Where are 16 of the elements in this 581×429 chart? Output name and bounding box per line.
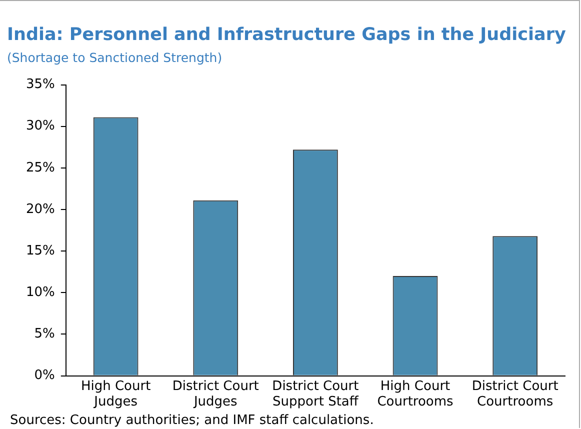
chart-subtitle: (Shortage to Sanctioned Strength) — [7, 50, 222, 65]
y-tick-label: 10% — [26, 285, 55, 300]
y-tick-label: 15% — [26, 243, 55, 258]
x-tick-label: District Court Judges — [172, 378, 259, 410]
x-tick-label: High Court Judges — [80, 378, 151, 410]
x-tick-label: District Court Courtrooms — [472, 378, 558, 410]
y-tick-label: 35% — [26, 77, 55, 92]
y-tick-label: 25% — [26, 160, 55, 176]
y-tick-label: 20% — [26, 202, 55, 217]
x-tick-label: District Court Support Staff — [272, 378, 360, 410]
chart-title: India: Personnel and Infrastructure Gaps in the Judiciary — [7, 25, 566, 45]
y-tick-label: 30% — [26, 118, 55, 134]
y-tick-label: 0% — [34, 368, 55, 384]
y-tick-label: 5% — [34, 326, 55, 342]
source-note: Sources: Country authorities; and IMF staff calculations. — [10, 413, 374, 428]
x-tick-label: High Court Courtrooms — [377, 378, 454, 410]
